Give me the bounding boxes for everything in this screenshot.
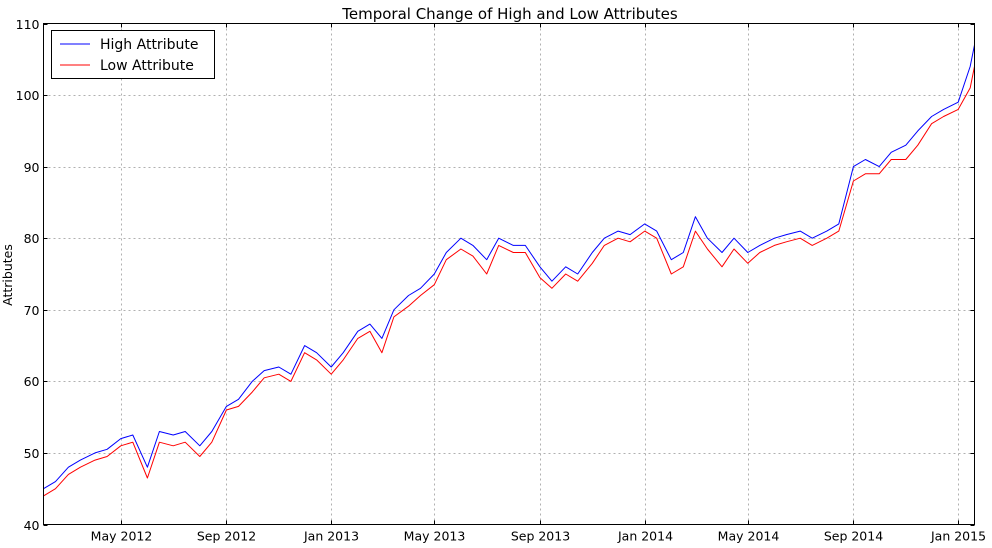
y-tick-label: 70 (24, 303, 40, 318)
y-tick-label: 90 (24, 160, 40, 175)
x-tick-label: Jan 2014 (617, 529, 673, 544)
y-tick-label: 110 (16, 17, 40, 32)
chart-title: Temporal Change of High and Low Attribut… (341, 5, 678, 23)
series-line-high (43, 44, 975, 490)
legend-box (51, 30, 215, 79)
legend-label-low: Low Attribute (100, 58, 194, 74)
x-tick-label: Sep 2012 (197, 529, 256, 544)
y-tick-label: 60 (24, 374, 40, 389)
y-tick-label: 80 (24, 231, 40, 246)
x-tick-label: May 2014 (718, 529, 780, 544)
x-tick-label: Jan 2015 (930, 529, 986, 544)
series-line-low (43, 66, 975, 497)
x-tick-label: Sep 2013 (511, 529, 570, 544)
grid (43, 23, 975, 525)
series-layer (43, 44, 975, 497)
x-tick-label: Sep 2014 (824, 529, 883, 544)
x-tick-label: May 2012 (91, 529, 153, 544)
y-tick-label: 40 (24, 518, 40, 533)
x-tick-label: May 2013 (404, 529, 466, 544)
y-tick-label: 50 (24, 446, 40, 461)
tick-layer: 40 50 60 70 80 90 100 110 May 2012 Sep 2012 Jan 20… (16, 17, 986, 544)
y-axis-label: Attributes (0, 244, 15, 306)
y-tick-label: 100 (16, 88, 40, 103)
plot-frame (43, 23, 975, 525)
x-tick-label: Jan 2013 (303, 529, 359, 544)
legend: High Attribute Low Attribute (51, 30, 215, 79)
legend-label-high: High Attribute (100, 37, 198, 53)
